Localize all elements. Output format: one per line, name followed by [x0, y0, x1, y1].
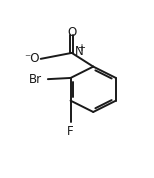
Text: F: F: [67, 124, 74, 137]
Text: Br: Br: [29, 73, 42, 86]
Text: N: N: [75, 45, 83, 58]
Text: +: +: [77, 43, 85, 53]
Text: ⁻O: ⁻O: [24, 52, 40, 65]
Text: O: O: [67, 25, 76, 38]
